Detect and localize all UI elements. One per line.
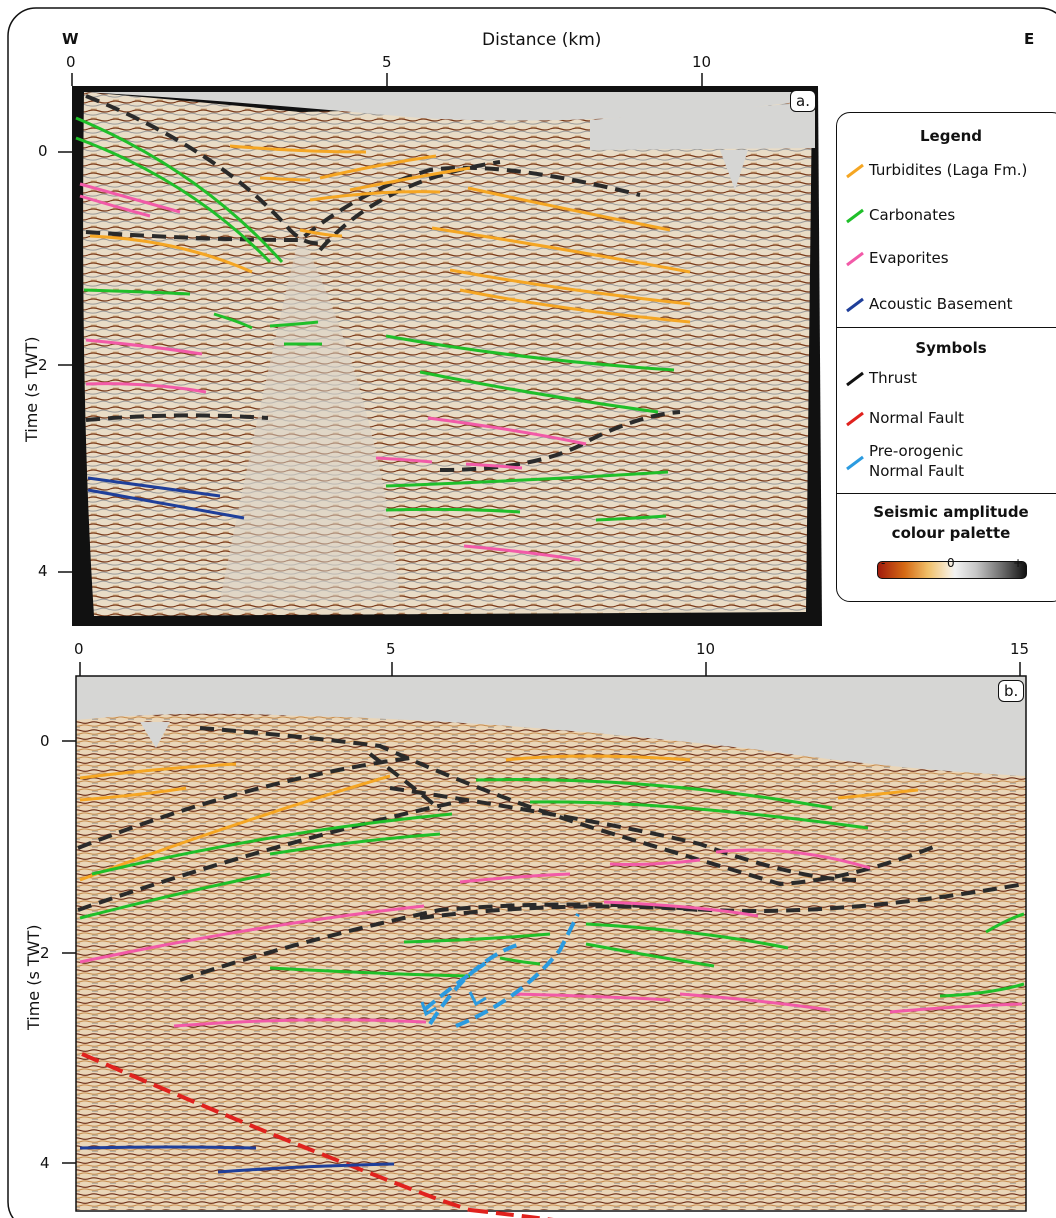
legend-item-label: Carbonates [869,206,956,224]
bottom-x-tick: 5 [386,640,396,658]
top-x-tick: 0 [66,53,76,71]
palette-tick: + [1013,556,1024,570]
top-x-tick: 10 [692,53,712,71]
east-label: E [1024,30,1035,48]
x-axis-title: Distance (km) [482,30,602,50]
legend-divider [837,327,1056,328]
legend-item-label: Pre-orogenic [869,442,964,460]
legend-box: Legend Turbidites (Laga Fm.) Carbonates … [836,112,1056,602]
y-tick: 2 [40,944,50,962]
legend-item-label: Normal Fault [869,409,965,427]
y-tick: 2 [38,356,48,374]
legend-item-evaporites: Evaporites [845,249,949,267]
palette-tick: 0 [947,556,955,570]
panel-tag-b: b. [998,680,1025,702]
bottom-x-tick: 0 [74,640,84,658]
turbidites-swatch [846,163,864,178]
evaporites-swatch [846,251,864,266]
legend-item-label: Normal Fault [869,462,965,480]
legend-item-carbonates: Carbonates [845,206,955,224]
west-label: W [62,30,79,48]
panel-a-section [72,86,822,626]
pre-orogenic-fault-swatch [846,455,864,471]
legend-item-label: Turbidites (Laga Fm.) [869,161,1028,179]
bottom-x-tick: 15 [1010,640,1030,658]
basement-swatch [846,297,864,312]
y-tick: 0 [38,142,48,160]
y-tick: 4 [40,1154,50,1172]
legend-item-basement: Acoustic Basement [845,295,1013,313]
thrust-swatch [846,371,864,386]
legend-item-label: Thrust [869,369,918,387]
y-tick: 0 [40,732,50,750]
panel-b-section [75,675,1027,1218]
panel-tag-a: a. [790,90,816,112]
palette-tick: - [881,556,886,570]
top-x-tick: 5 [382,53,392,71]
legend-item-label: Evaporites [869,249,949,267]
legend-item-normal-fault: Normal Fault [845,409,964,427]
y-tick: 4 [38,562,48,580]
normal-fault-swatch [846,411,864,426]
palette-title: Seismic amplitude [873,503,1029,521]
legend-title: Legend [919,127,983,145]
y-axis-label: Time (s TWT) [22,336,41,442]
y-axis-label: Time (s TWT) [24,924,43,1030]
bottom-x-tick: 10 [696,640,716,658]
legend-item-pre-orogenic-fault: Pre-orogenic Normal Fault [845,441,964,481]
symbols-title: Symbols [915,339,987,357]
legend-item-turbidites: Turbidites (Laga Fm.) [845,161,1027,179]
palette-title: colour palette [891,524,1011,542]
legend-item-label: Acoustic Basement [869,295,1013,313]
legend-divider [837,493,1056,494]
legend-item-thrust: Thrust [845,369,917,387]
amplitude-palette-bar [877,561,1027,579]
carbonates-swatch [846,208,864,223]
